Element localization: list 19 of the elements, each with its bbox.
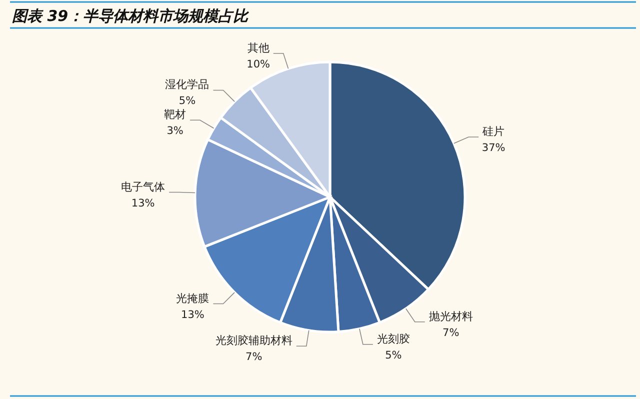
slice-label: 光刻胶 bbox=[376, 332, 410, 346]
chart-title: 图表 39：半导体材料市场规模占比 bbox=[12, 7, 250, 25]
slice-label: 光刻胶辅助材料 bbox=[215, 334, 292, 348]
data-label: 7% bbox=[246, 351, 262, 364]
slice-label: 湿化学品 bbox=[165, 78, 210, 92]
data-label: 5% bbox=[178, 95, 196, 108]
data-label: 7% bbox=[442, 326, 460, 339]
slice-label: 靶材 bbox=[164, 108, 186, 122]
data-label: 13% bbox=[131, 197, 155, 210]
data-label: 13% bbox=[181, 308, 204, 321]
data-label: 10% bbox=[246, 58, 270, 70]
slice-label: 抛光材料 bbox=[428, 310, 473, 323]
data-label: 37% bbox=[482, 142, 506, 154]
data-label: 5% bbox=[385, 349, 402, 362]
slice-label: 其他 bbox=[247, 41, 270, 54]
slice-label: 电子气体 bbox=[121, 180, 166, 194]
slice-label: 硅片 bbox=[482, 125, 505, 138]
slice-label: 光掩膜 bbox=[176, 292, 210, 305]
data-label: 3% bbox=[166, 125, 184, 138]
